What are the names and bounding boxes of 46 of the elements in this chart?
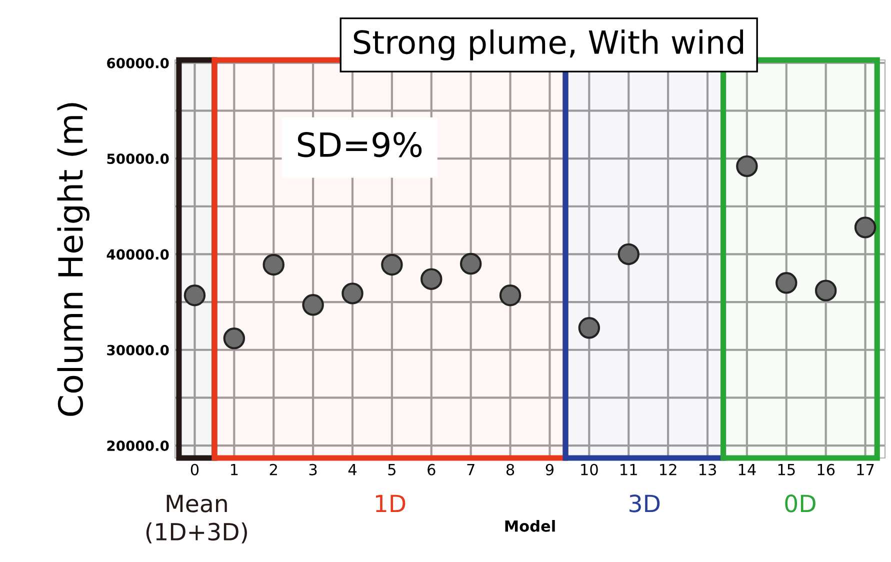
band-label: 0D	[785, 494, 816, 512]
y-axis-title: Column Height (m)	[57, 103, 90, 416]
band-label: 1D	[376, 494, 406, 512]
x-tick-label: 15	[778, 464, 795, 476]
point	[223, 328, 246, 350]
y-tick-label: 60000.0	[107, 58, 169, 68]
annotation: SD=9%	[298, 132, 422, 158]
x-tick-label: 10	[581, 464, 598, 476]
point	[184, 284, 206, 306]
point	[262, 254, 284, 276]
x-tick-label: 5	[388, 464, 396, 476]
point	[736, 155, 758, 178]
y-tick-label: 30000.0	[107, 344, 169, 356]
x-tick-label: 12	[660, 464, 676, 476]
x-tick-label: 11	[620, 464, 637, 476]
y-tick-label: 50000.0	[107, 154, 169, 164]
y-tick-label: 40000.0	[106, 249, 169, 260]
x-tick-label: 17	[857, 464, 874, 476]
x-tick-label: 9	[546, 464, 554, 476]
point	[460, 252, 482, 275]
band-label: 3D	[630, 494, 660, 512]
point	[854, 216, 876, 238]
point	[342, 282, 364, 304]
x-tick-label: 0	[190, 464, 199, 476]
point	[420, 268, 442, 290]
point	[381, 254, 403, 276]
point	[302, 294, 324, 316]
x-tick-label: 1	[230, 464, 238, 476]
x-axis-title: Model	[505, 520, 555, 532]
x-tick-label: 16	[818, 464, 835, 476]
point	[814, 280, 837, 302]
x-tick-label: 2	[270, 464, 277, 476]
x-tick-label: 7	[467, 464, 474, 476]
x-tick-label: 8	[506, 464, 514, 476]
x-tick-label: 3	[309, 464, 317, 476]
x-tick-label: 14	[738, 464, 756, 476]
point	[499, 284, 522, 306]
band-label: Mean (1D+3D)	[146, 494, 247, 544]
x-tick-label: 6	[428, 464, 436, 476]
x-tick-label: 13	[699, 464, 716, 476]
chart-title: Strong plume, With wind	[354, 30, 744, 60]
point	[578, 317, 600, 339]
y-tick-label: 20000.0	[107, 440, 169, 452]
point	[776, 272, 798, 294]
x-tick-label: 4	[348, 464, 357, 476]
point	[618, 243, 640, 266]
